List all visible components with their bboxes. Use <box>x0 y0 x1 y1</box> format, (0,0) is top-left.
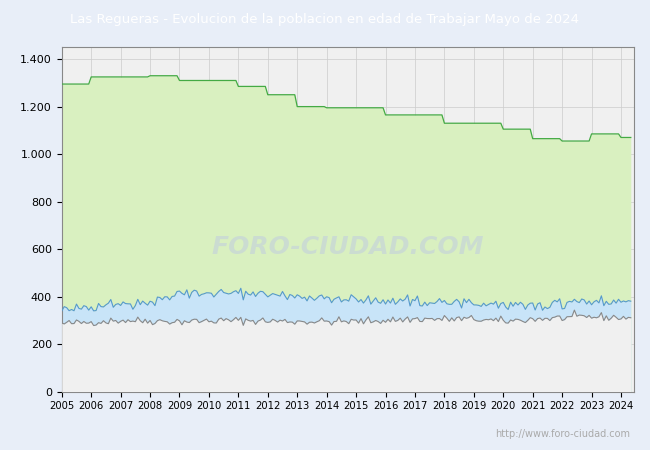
Text: FORO-CIUDAD.COM: FORO-CIUDAD.COM <box>211 235 484 259</box>
Text: http://www.foro-ciudad.com: http://www.foro-ciudad.com <box>495 429 630 439</box>
Text: Las Regueras - Evolucion de la poblacion en edad de Trabajar Mayo de 2024: Las Regueras - Evolucion de la poblacion… <box>70 13 580 26</box>
